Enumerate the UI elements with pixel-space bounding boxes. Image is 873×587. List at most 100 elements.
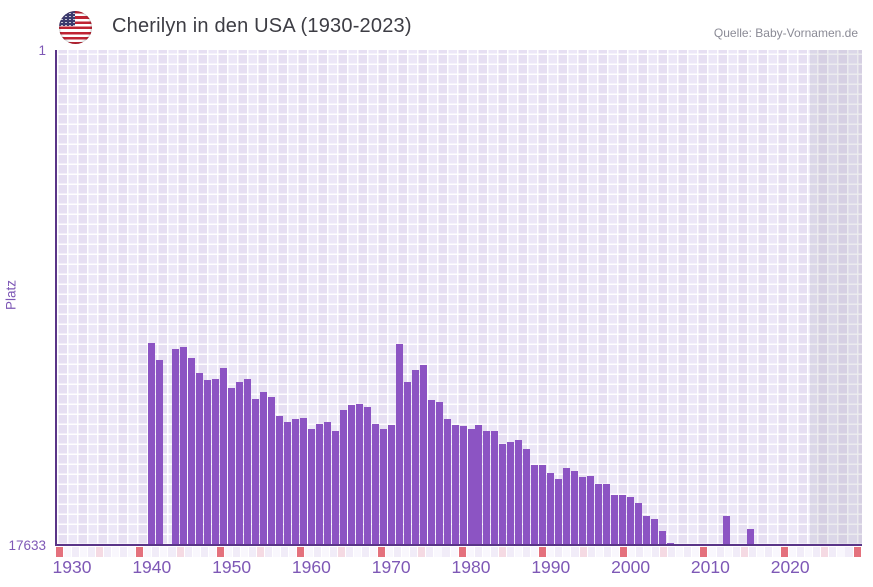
bar-1943[interactable] xyxy=(172,348,180,545)
strip-cell xyxy=(627,547,635,557)
bar-1951[interactable] xyxy=(236,382,244,545)
bar-1954[interactable] xyxy=(260,392,268,545)
bar-1970[interactable] xyxy=(387,425,395,545)
bar-1989[interactable] xyxy=(539,465,547,545)
bar-1946[interactable] xyxy=(196,373,204,545)
bar-1964[interactable] xyxy=(339,410,347,545)
strip-cell xyxy=(345,547,353,557)
bar-1958[interactable] xyxy=(291,419,299,545)
strip-cell xyxy=(474,547,482,557)
bar-1991[interactable] xyxy=(555,478,563,545)
bar-1975[interactable] xyxy=(427,400,435,545)
strip-cell xyxy=(789,547,797,557)
strip-cell xyxy=(652,547,660,557)
bar-1953[interactable] xyxy=(252,399,260,545)
bar-1969[interactable] xyxy=(379,428,387,545)
bar-1973[interactable] xyxy=(411,369,419,545)
strip-cell xyxy=(716,547,724,557)
bar-2015[interactable] xyxy=(746,528,754,545)
strip-cell xyxy=(498,547,506,557)
bar-1962[interactable] xyxy=(323,421,331,545)
bar-1952[interactable] xyxy=(244,378,252,545)
strip-cell xyxy=(313,547,321,557)
bar-1971[interactable] xyxy=(395,344,403,545)
strip-cell xyxy=(216,547,224,557)
x-tick-2000: 2000 xyxy=(611,557,651,577)
bar-1955[interactable] xyxy=(268,396,275,545)
bar-1945[interactable] xyxy=(188,358,196,545)
bar-1944[interactable] xyxy=(180,346,188,545)
bar-2003[interactable] xyxy=(651,518,659,545)
bar-1965[interactable] xyxy=(347,404,355,545)
bar-1986[interactable] xyxy=(515,439,523,545)
bar-1967[interactable] xyxy=(363,406,371,545)
strip-cell xyxy=(321,547,329,557)
bar-1966[interactable] xyxy=(355,404,363,545)
strip-cell xyxy=(805,547,813,557)
bar-1996[interactable] xyxy=(595,484,603,545)
bar-1963[interactable] xyxy=(331,430,339,545)
bar-2002[interactable] xyxy=(643,515,651,545)
bar-1960[interactable] xyxy=(307,429,315,545)
strip-cell xyxy=(87,547,95,557)
bar-1995[interactable] xyxy=(587,475,595,545)
bar-1988[interactable] xyxy=(531,465,539,545)
bar-2001[interactable] xyxy=(635,502,643,545)
bar-1974[interactable] xyxy=(419,364,427,545)
bar-1985[interactable] xyxy=(507,442,515,545)
strip-cell xyxy=(410,547,418,557)
strip-cell xyxy=(563,547,571,557)
strip-cell xyxy=(144,547,152,557)
bar-1980[interactable] xyxy=(467,429,475,545)
strip-cell xyxy=(676,547,684,557)
bar-1968[interactable] xyxy=(371,423,379,545)
bar-1947[interactable] xyxy=(204,380,212,545)
bar-1997[interactable] xyxy=(603,484,611,545)
bar-1948[interactable] xyxy=(212,378,220,545)
bar-1950[interactable] xyxy=(228,388,236,545)
bar-1993[interactable] xyxy=(571,470,579,545)
bar-1998[interactable] xyxy=(611,494,619,545)
bar-1984[interactable] xyxy=(499,443,507,545)
strip-cell xyxy=(224,547,232,557)
bar-2012[interactable] xyxy=(722,515,730,545)
source-credit: Quelle: Baby-Vornamen.de xyxy=(713,26,858,40)
bar-1959[interactable] xyxy=(299,417,307,545)
bar-1961[interactable] xyxy=(315,424,323,545)
strip-cell xyxy=(353,547,361,557)
strip-cell xyxy=(402,547,410,557)
bar-2005[interactable] xyxy=(667,542,674,545)
strip-cell xyxy=(797,547,805,557)
bar-1956[interactable] xyxy=(275,416,283,545)
bar-1981[interactable] xyxy=(475,425,483,545)
y-axis-line xyxy=(55,50,57,545)
bar-2004[interactable] xyxy=(659,531,667,545)
bar-1977[interactable] xyxy=(443,418,451,545)
bar-1972[interactable] xyxy=(403,382,411,545)
bar-1994[interactable] xyxy=(579,477,587,545)
bar-1992[interactable] xyxy=(563,468,571,545)
bar-1949[interactable] xyxy=(220,368,228,545)
x-axis-line xyxy=(55,544,862,546)
strip-cell xyxy=(378,547,386,557)
bar-1987[interactable] xyxy=(523,449,531,545)
bar-1978[interactable] xyxy=(451,425,459,545)
bar-1940[interactable] xyxy=(148,343,156,545)
x-tick-1940: 1940 xyxy=(132,557,172,577)
strip-cell xyxy=(700,547,708,557)
bar-2000[interactable] xyxy=(627,497,635,545)
strip-cell xyxy=(708,547,716,557)
bar-1941[interactable] xyxy=(156,359,164,545)
strip-cell xyxy=(297,547,305,557)
bar-1976[interactable] xyxy=(435,401,443,545)
strip-cell xyxy=(772,547,781,557)
bar-1982[interactable] xyxy=(483,430,491,545)
bar-1990[interactable] xyxy=(547,473,555,545)
bar-1983[interactable] xyxy=(491,430,499,545)
strip-cell xyxy=(466,547,474,557)
strip-cell xyxy=(208,547,216,557)
strip-cell xyxy=(692,547,700,557)
bar-1957[interactable] xyxy=(283,421,291,545)
bar-1999[interactable] xyxy=(619,495,627,545)
bar-1979[interactable] xyxy=(459,426,467,545)
